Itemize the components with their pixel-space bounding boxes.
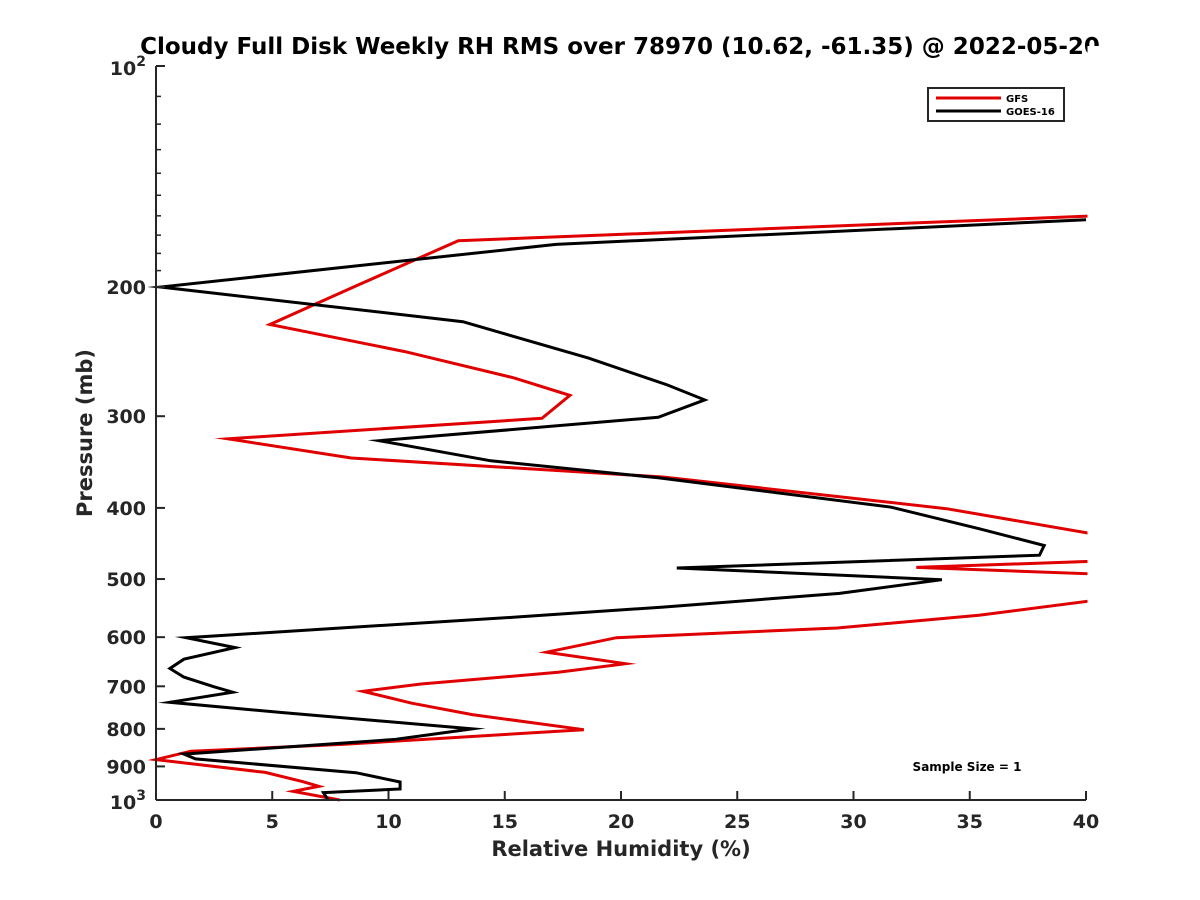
y-tick-label: 500: [106, 569, 146, 591]
x-tick-label: 30: [840, 811, 866, 833]
clip-mask-right: [1087, 46, 1200, 820]
x-axis-label: Relative Humidity (%): [491, 837, 750, 861]
x-tick-label: 40: [1073, 811, 1099, 833]
x-tick-label: 35: [957, 811, 983, 833]
y-tick-label: 700: [106, 676, 146, 698]
y-tick-label: 900: [106, 756, 146, 778]
x-tick-label: 20: [608, 811, 634, 833]
y-tick-label: 200: [106, 277, 146, 299]
chart-title: Cloudy Full Disk Weekly RH RMS over 7897…: [140, 34, 1100, 60]
y-tick-label: 300: [106, 406, 146, 428]
x-tick-label: 10: [375, 811, 401, 833]
sample-size-annotation: Sample Size = 1: [913, 760, 1022, 774]
legend-label-goes-16: GOES-16: [1006, 107, 1055, 118]
x-tick-label: 5: [266, 811, 279, 833]
legend-label-gfs: GFS: [1006, 94, 1028, 105]
x-tick-label: 0: [149, 811, 162, 833]
series-layer: [147, 46, 1200, 820]
y-tick-label: 102: [110, 54, 146, 80]
y-axis-label: Pressure (mb): [73, 349, 97, 517]
legend-box: [927, 87, 1065, 122]
x-tick-label: 25: [724, 811, 750, 833]
x-tick-label: 15: [492, 811, 518, 833]
y-tick-label: 600: [106, 627, 146, 649]
y-tick-label: 800: [106, 719, 146, 741]
y-tick-label: 103: [110, 788, 146, 814]
legend: GFS GOES-16: [927, 87, 1065, 122]
y-tick-label: 400: [106, 498, 146, 520]
series-line-goes-16: [147, 218, 1087, 801]
ticks-layer: 0 5 10 15 20 25 30 35 40 102 200 300 400 500 600 700 800…: [106, 54, 1099, 833]
